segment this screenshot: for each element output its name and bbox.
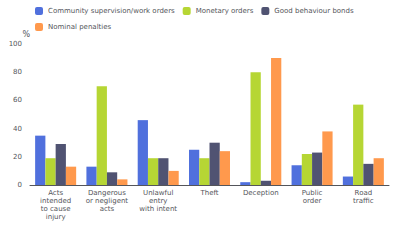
svg-text:%: % <box>22 30 30 39</box>
svg-text:20: 20 <box>13 153 22 161</box>
svg-text:to cause: to cause <box>41 205 71 213</box>
svg-text:100: 100 <box>9 40 22 48</box>
svg-text:order: order <box>303 197 322 205</box>
svg-text:entry: entry <box>149 197 168 205</box>
svg-text:Public: Public <box>302 189 323 197</box>
svg-text:40: 40 <box>13 125 22 133</box>
svg-text:0: 0 <box>18 181 22 189</box>
svg-text:acts: acts <box>100 205 115 213</box>
svg-text:with intent: with intent <box>139 205 177 213</box>
svg-text:Unlawful: Unlawful <box>143 189 173 197</box>
svg-text:Community supervision/work ord: Community supervision/work orders <box>48 7 175 15</box>
svg-text:Acts: Acts <box>48 189 63 197</box>
svg-text:intended: intended <box>40 197 71 205</box>
svg-text:80: 80 <box>13 68 22 76</box>
svg-text:Nominal penalties: Nominal penalties <box>48 23 112 31</box>
svg-text:Deception: Deception <box>243 189 279 197</box>
svg-text:traffic: traffic <box>353 197 374 205</box>
svg-text:60: 60 <box>13 96 22 104</box>
svg-text:Theft: Theft <box>199 189 218 197</box>
svg-text:Monetary orders: Monetary orders <box>196 7 254 15</box>
svg-text:Road: Road <box>355 189 373 197</box>
svg-text:injury: injury <box>46 213 66 221</box>
svg-text:Dangerous: Dangerous <box>88 189 126 197</box>
svg-text:or negligent: or negligent <box>86 197 129 205</box>
svg-text:Good behaviour bonds: Good behaviour bonds <box>274 7 354 15</box>
